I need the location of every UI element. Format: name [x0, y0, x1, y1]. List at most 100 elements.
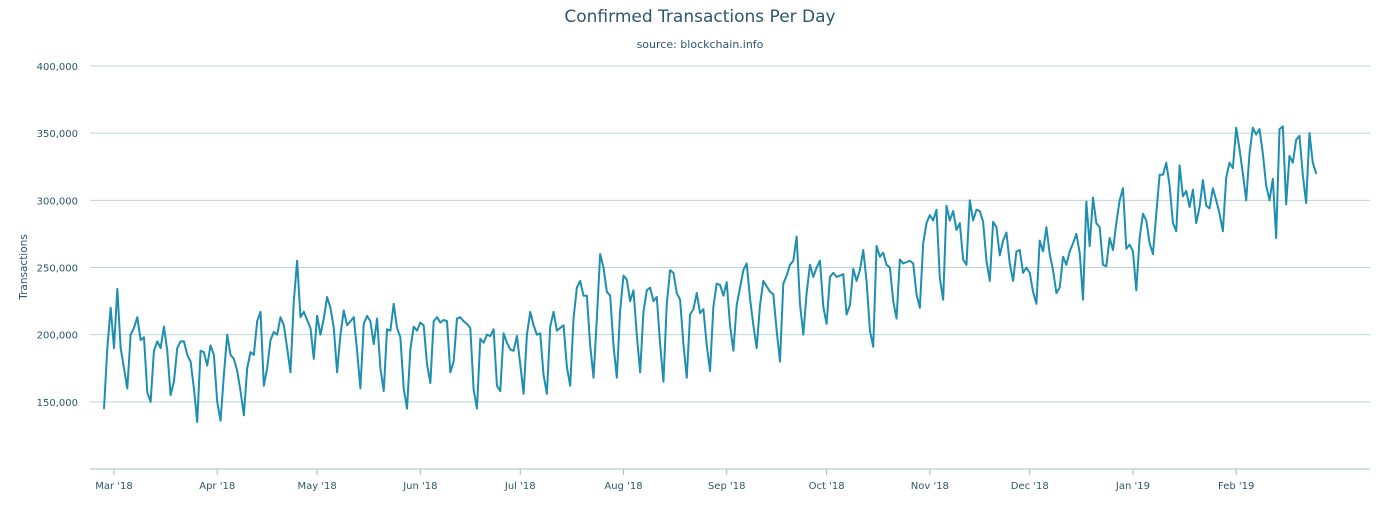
data-point: [1115, 222, 1118, 224]
data-point: [619, 309, 621, 312]
data-point: [606, 290, 608, 293]
data-point: [416, 329, 418, 332]
data-point: [769, 290, 771, 293]
data-point: [695, 292, 698, 294]
data-point: [669, 269, 671, 271]
data-point: [795, 235, 798, 238]
data-point: [1272, 178, 1274, 180]
data-point: [536, 333, 538, 336]
data-point: [253, 354, 255, 356]
data-point: [1088, 245, 1091, 247]
data-point: [719, 284, 721, 286]
data-point: [186, 354, 189, 356]
data-point: [822, 305, 825, 308]
data-point: [825, 323, 828, 325]
data-point: [785, 274, 788, 277]
data-point: [322, 317, 325, 320]
data-point: [512, 349, 515, 352]
data-point: [129, 333, 132, 336]
data-point: [805, 292, 808, 294]
data-point: [1078, 251, 1081, 254]
data-point: [1135, 289, 1138, 292]
data-point: [376, 317, 378, 320]
data-point: [389, 329, 392, 332]
data-point: [412, 325, 415, 328]
y-gridlines: [90, 65, 1370, 403]
data-point: [1232, 167, 1234, 169]
data-point: [819, 259, 821, 262]
x-tick-label: Nov '18: [911, 481, 949, 492]
data-point: [639, 371, 641, 374]
data-point: [452, 360, 455, 363]
x-tick-label: Dec '18: [1011, 481, 1049, 492]
data-point: [636, 333, 638, 336]
data-point: [169, 394, 172, 396]
data-point: [889, 266, 891, 269]
data-point: [959, 222, 961, 224]
data-point: [149, 401, 152, 403]
data-point: [259, 311, 262, 313]
data-point: [386, 328, 388, 331]
data-point: [379, 367, 382, 370]
data-point: [569, 384, 571, 387]
data-point: [599, 253, 601, 255]
data-point: [939, 277, 941, 280]
data-point: [136, 316, 139, 319]
data-point: [409, 348, 412, 351]
data-point: [1085, 200, 1088, 203]
data-point: [236, 370, 238, 372]
data-point: [489, 335, 492, 337]
x-tick-label: Mar '18: [95, 481, 133, 492]
data-point: [829, 276, 831, 278]
x-tick-label: Sep '18: [708, 481, 746, 492]
data-point: [133, 327, 135, 329]
data-point: [1308, 132, 1311, 134]
data-point: [752, 324, 755, 327]
data-point: [1018, 249, 1021, 251]
data-point: [339, 333, 342, 336]
data-point: [629, 300, 631, 302]
y-tick-label: 300,000: [37, 196, 78, 207]
data-point: [1182, 195, 1184, 198]
y-axis-title: Transactions: [18, 234, 30, 301]
data-point: [179, 340, 182, 343]
data-point: [529, 311, 532, 313]
data-point: [905, 261, 908, 263]
data-point: [689, 313, 691, 316]
data-point: [895, 317, 898, 320]
data-point: [1105, 265, 1108, 267]
data-point: [1102, 264, 1104, 266]
data-point: [426, 363, 428, 366]
data-point: [276, 333, 278, 336]
data-point: [1082, 298, 1084, 301]
data-point: [655, 296, 658, 298]
data-point: [229, 354, 232, 356]
data-point: [879, 255, 881, 258]
data-point: [316, 315, 318, 317]
data-point: [929, 214, 931, 216]
data-point: [1238, 148, 1241, 151]
data-point: [519, 363, 522, 366]
x-tick-label: Jun '18: [402, 481, 437, 492]
data-point: [852, 268, 855, 270]
data-point: [293, 300, 295, 302]
data-point: [1265, 184, 1267, 187]
data-point: [1202, 179, 1204, 181]
data-point: [869, 329, 871, 332]
y-tick-label: 250,000: [37, 264, 78, 275]
data-point: [759, 304, 761, 306]
x-tick-label: Aug '18: [604, 481, 642, 492]
data-point: [1285, 203, 1287, 206]
data-point: [809, 264, 811, 266]
data-point: [1142, 212, 1144, 215]
data-point: [789, 264, 791, 266]
data-point: [546, 392, 548, 395]
data-point: [492, 328, 495, 331]
data-point: [123, 367, 125, 370]
data-point: [116, 288, 119, 290]
data-point: [782, 282, 785, 285]
data-point: [705, 344, 708, 347]
data-point: [566, 366, 568, 368]
data-point: [935, 208, 938, 211]
data-point: [586, 294, 588, 297]
